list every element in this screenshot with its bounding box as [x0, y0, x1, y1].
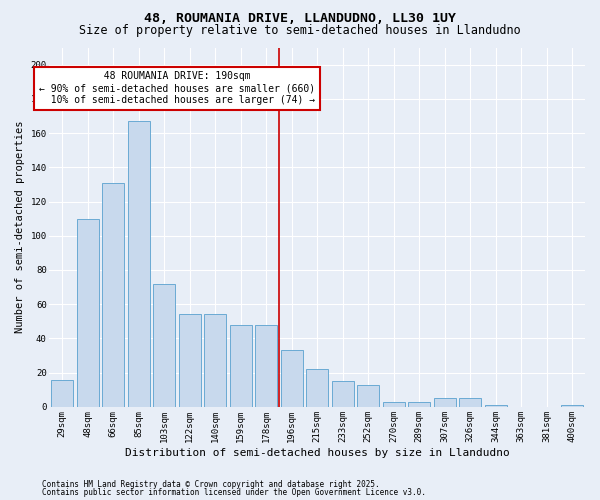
Bar	[485, 405, 506, 407]
Text: Contains HM Land Registry data © Crown copyright and database right 2025.: Contains HM Land Registry data © Crown c…	[42, 480, 380, 489]
Text: 48, ROUMANIA DRIVE, LLANDUDNO, LL30 1UY: 48, ROUMANIA DRIVE, LLANDUDNO, LL30 1UY	[144, 12, 456, 26]
Bar	[256, 325, 277, 407]
Bar	[358, 384, 379, 407]
Bar	[179, 314, 200, 407]
Text: 48 ROUMANIA DRIVE: 190sqm  
← 90% of semi-detached houses are smaller (660)
  10: 48 ROUMANIA DRIVE: 190sqm ← 90% of semi-…	[39, 72, 315, 104]
Bar	[128, 121, 149, 407]
Y-axis label: Number of semi-detached properties: Number of semi-detached properties	[15, 121, 25, 334]
Bar	[460, 398, 481, 407]
Text: Size of property relative to semi-detached houses in Llandudno: Size of property relative to semi-detach…	[79, 24, 521, 37]
Bar	[154, 284, 175, 407]
Bar	[409, 402, 430, 407]
Bar	[307, 370, 328, 407]
Bar	[103, 182, 124, 407]
Bar	[77, 218, 98, 407]
Bar	[281, 350, 302, 407]
Bar	[52, 380, 73, 407]
Bar	[383, 402, 404, 407]
Bar	[562, 405, 583, 407]
Bar	[205, 314, 226, 407]
X-axis label: Distribution of semi-detached houses by size in Llandudno: Distribution of semi-detached houses by …	[125, 448, 509, 458]
Text: Contains public sector information licensed under the Open Government Licence v3: Contains public sector information licen…	[42, 488, 426, 497]
Bar	[332, 381, 353, 407]
Bar	[230, 325, 251, 407]
Bar	[434, 398, 455, 407]
